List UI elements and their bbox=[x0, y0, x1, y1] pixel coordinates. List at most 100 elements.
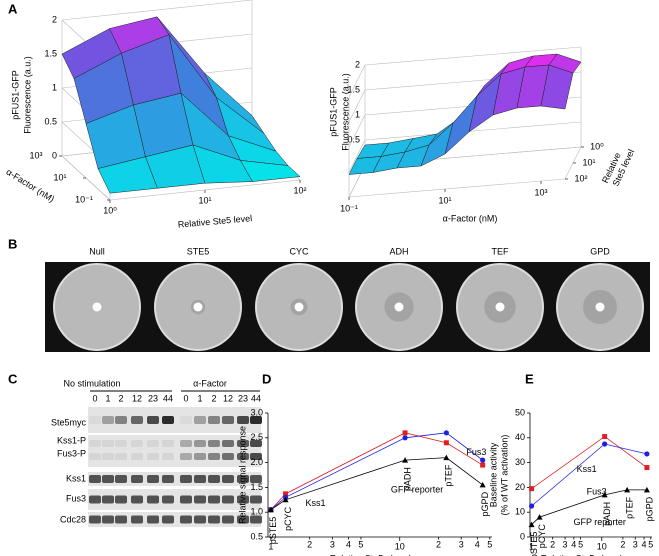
point-label: pADH bbox=[402, 467, 412, 491]
blot-band bbox=[208, 416, 220, 424]
blot-band bbox=[180, 453, 192, 460]
blot-band bbox=[102, 440, 114, 447]
blot-row-label: Cdc28 bbox=[60, 514, 86, 524]
blot-row-label: Fus3-P bbox=[57, 448, 86, 458]
y-axis-label: Baseline activity bbox=[488, 442, 498, 507]
y-tick-label: 10¹ bbox=[582, 157, 595, 167]
point-label: pCYC bbox=[283, 506, 293, 531]
series-line bbox=[531, 436, 648, 489]
marker bbox=[443, 440, 449, 446]
marker bbox=[528, 503, 535, 509]
blot-band bbox=[89, 475, 101, 483]
marker bbox=[480, 462, 486, 468]
y-axis-label: Relative signal response bbox=[237, 426, 247, 524]
blot-band bbox=[250, 440, 262, 447]
z-tick-label: 2 bbox=[355, 59, 360, 69]
marker bbox=[443, 454, 450, 461]
y-axis-label: α-Factor (nM) bbox=[4, 167, 56, 204]
blot-band bbox=[115, 515, 127, 524]
panel-label: C bbox=[8, 371, 18, 386]
z-axis-label: pFUS1-GFP bbox=[328, 87, 338, 137]
x-tick-label: 10 bbox=[395, 541, 405, 551]
blot-band bbox=[162, 440, 174, 447]
blot-band bbox=[131, 440, 143, 447]
y-tick-label: 40 bbox=[515, 432, 525, 442]
z-tick-label: 1 bbox=[355, 109, 360, 119]
marker bbox=[402, 435, 408, 441]
x-tick-label: 2 bbox=[550, 539, 555, 549]
blot-band bbox=[131, 515, 143, 524]
blot-band bbox=[102, 515, 114, 524]
z-axis-label: Fluorescence (a.u.) bbox=[22, 56, 32, 134]
blot-row-label: Fus3 bbox=[66, 493, 86, 503]
blot-band bbox=[162, 416, 174, 424]
x-tick-label: 4 bbox=[475, 539, 480, 549]
disc bbox=[193, 302, 203, 312]
plate-background bbox=[45, 262, 650, 352]
blot-band bbox=[222, 416, 234, 424]
blot-band bbox=[222, 453, 234, 460]
blot-band bbox=[162, 515, 174, 524]
y-tick-label: 10² bbox=[574, 173, 587, 183]
blot-band bbox=[89, 440, 101, 447]
x-tick-label: 3 bbox=[563, 539, 568, 549]
blot-band bbox=[208, 440, 220, 447]
x-tick-label: 10¹ bbox=[198, 195, 211, 205]
marker bbox=[480, 457, 486, 463]
blot-strip bbox=[88, 489, 261, 510]
blot-band bbox=[250, 515, 262, 524]
marker bbox=[536, 514, 543, 520]
y-tick-label: 50 bbox=[515, 407, 525, 417]
grid-line bbox=[364, 46, 582, 66]
disc bbox=[595, 302, 605, 312]
point-label: pSTE5 bbox=[529, 532, 539, 556]
x-tick-label: 1 bbox=[529, 541, 534, 551]
surface-cell bbox=[240, 160, 301, 182]
x-tick-label: 3 bbox=[459, 539, 464, 549]
blot-group: α-Factor bbox=[193, 378, 227, 388]
grid-line bbox=[348, 114, 366, 148]
disc bbox=[294, 302, 304, 312]
y-tick-label: 3.0 bbox=[250, 407, 263, 417]
blot-band bbox=[147, 440, 159, 447]
blot-band bbox=[147, 515, 159, 524]
marker bbox=[282, 496, 289, 503]
blot-band bbox=[222, 515, 234, 524]
disc bbox=[394, 302, 404, 312]
x-tick-label: 5 bbox=[358, 539, 363, 549]
y-tick-label: 30 bbox=[515, 457, 525, 467]
marker bbox=[644, 451, 650, 457]
blot-band bbox=[237, 440, 249, 447]
z-tick-label: 0 bbox=[52, 150, 57, 160]
y-tick-label: 2.0 bbox=[250, 457, 263, 467]
x-tick-label: 3 bbox=[330, 539, 335, 549]
x-axis-label: Relative Ste5 abundance bbox=[330, 553, 431, 556]
plate-label: TEF bbox=[492, 246, 510, 256]
marker bbox=[602, 441, 608, 447]
blot-band bbox=[115, 416, 127, 424]
surface-cell bbox=[540, 64, 574, 110]
blot-band bbox=[250, 416, 262, 424]
lane-label: 44 bbox=[251, 393, 261, 403]
series-label: GFP reporter bbox=[391, 484, 443, 494]
marker bbox=[528, 521, 535, 528]
marker bbox=[643, 486, 650, 493]
y-tick-label: 10⁻¹ bbox=[75, 194, 93, 204]
blot-band bbox=[250, 475, 262, 483]
blot-band bbox=[222, 475, 234, 483]
series-label: Kss1 bbox=[306, 498, 326, 508]
x-tick-label: 10¹ bbox=[438, 195, 451, 205]
x-tick-label: 2 bbox=[620, 539, 625, 549]
marker bbox=[443, 430, 449, 436]
z-tick-label: 0.5 bbox=[347, 134, 360, 144]
blot-band bbox=[194, 440, 206, 447]
x-tick-label: 3 bbox=[633, 539, 638, 549]
blot-band bbox=[180, 515, 192, 524]
panel-label: D bbox=[262, 371, 271, 386]
blot-band bbox=[222, 440, 234, 447]
x-tick-label: 5 bbox=[487, 539, 492, 549]
y-tick-label: 2.5 bbox=[250, 432, 263, 442]
series-label: Fus3 bbox=[466, 447, 486, 457]
marker bbox=[402, 457, 409, 463]
blot-band bbox=[131, 475, 143, 483]
